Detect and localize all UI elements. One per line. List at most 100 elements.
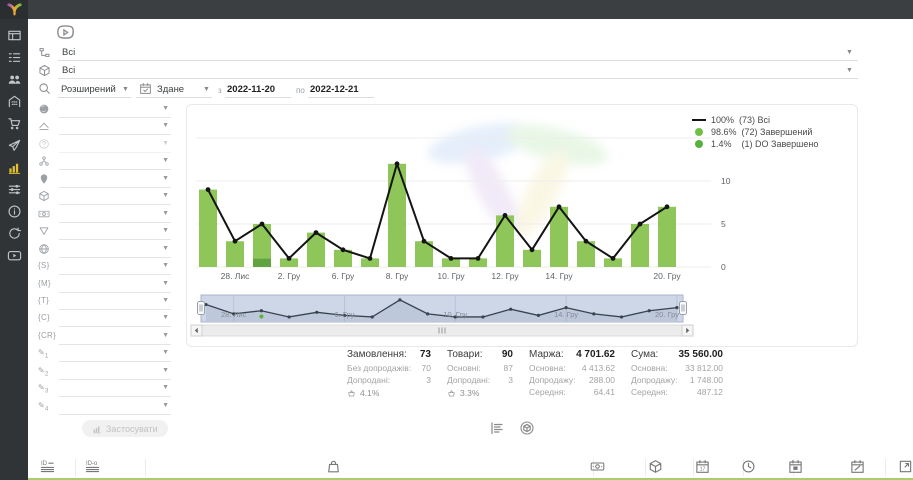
sidebar-item-settings[interactable] bbox=[0, 178, 28, 200]
date-type-select[interactable]: Здане bbox=[157, 84, 185, 95]
globe-icon bbox=[38, 243, 50, 255]
chevron-down-icon[interactable]: ▼ bbox=[162, 105, 169, 112]
sidebar-item-campaigns[interactable] bbox=[0, 134, 28, 156]
chevron-down-icon[interactable]: ▼ bbox=[162, 279, 169, 287]
apply-chart-icon bbox=[92, 424, 102, 434]
orders-view-toggle[interactable] bbox=[489, 420, 505, 436]
main-chart[interactable]: 28. Лис 2. Гру 6. Гру 8. Гру 10. Гру 12. Гру 1… bbox=[187, 105, 859, 353]
navigator-handle-right[interactable] bbox=[679, 301, 687, 315]
chevron-down-icon[interactable]: ▼ bbox=[162, 384, 169, 392]
date-to-input[interactable]: 2022-12-21 bbox=[310, 84, 359, 95]
apply-button[interactable]: Застосувати bbox=[82, 420, 168, 437]
play-badge-icon[interactable] bbox=[55, 22, 76, 43]
svg-text:ID-o: ID-o bbox=[86, 461, 98, 467]
svg-text:28. Лис: 28. Лис bbox=[221, 310, 247, 319]
stat-subrow: Допродані: 3 bbox=[447, 375, 513, 385]
col-edit-date-header[interactable] bbox=[850, 459, 865, 474]
col-time-header[interactable] bbox=[741, 459, 756, 474]
status-filter-underline bbox=[58, 60, 858, 61]
filter-row-0[interactable]: ▼ bbox=[38, 102, 178, 119]
status-filter-select[interactable]: Всі bbox=[62, 47, 76, 58]
banknote-icon bbox=[38, 208, 50, 220]
line-point bbox=[529, 247, 535, 253]
date-from-input[interactable]: 2022-11-20 bbox=[227, 84, 276, 95]
filter-row-14[interactable]: ✎1 ▼ bbox=[38, 346, 178, 363]
chevron-down-icon[interactable]: ▼ bbox=[162, 192, 169, 200]
app-logo[interactable] bbox=[0, 0, 28, 19]
filter-row-7[interactable]: ▼ bbox=[38, 224, 178, 241]
chevron-down-icon[interactable]: ▼ bbox=[162, 227, 169, 235]
filter-row-glyph: {S} bbox=[38, 261, 50, 271]
filter-row-10[interactable]: {M} ▼ bbox=[38, 277, 178, 294]
filter-underline bbox=[59, 169, 171, 171]
chevron-down-icon[interactable]: ▼ bbox=[162, 331, 169, 339]
col-products-header[interactable] bbox=[326, 459, 341, 474]
chevron-down-icon[interactable]: ▼ bbox=[162, 174, 169, 182]
box-icon bbox=[38, 190, 50, 202]
col-date-header[interactable]: 17 bbox=[695, 459, 710, 474]
line-point bbox=[259, 221, 265, 227]
filter-row-15[interactable]: ✎2 ▼ bbox=[38, 364, 178, 381]
chevron-down-icon[interactable]: ▼ bbox=[162, 349, 169, 357]
svg-text:2. Гру: 2. Гру bbox=[278, 271, 301, 281]
filter-row-12[interactable]: {C} ▼ bbox=[38, 311, 178, 328]
chevron-down-icon[interactable]: ▼ bbox=[162, 296, 169, 304]
legend-item-1[interactable]: 98.6% (72) Завершений bbox=[692, 127, 818, 137]
chevron-down-icon[interactable]: ▼ bbox=[162, 244, 169, 252]
products-view-toggle[interactable] bbox=[519, 420, 535, 436]
product-filter-select[interactable]: Всі bbox=[62, 65, 76, 76]
chevron-down-icon[interactable]: ▼ bbox=[122, 86, 129, 93]
chevron-down-icon[interactable]: ▼ bbox=[162, 122, 169, 130]
chevron-down-icon[interactable]: ▼ bbox=[162, 209, 169, 217]
chevron-down-icon[interactable]: ▼ bbox=[162, 401, 169, 409]
line-point bbox=[205, 187, 211, 192]
col-delivery-header[interactable] bbox=[788, 459, 803, 474]
navigator-handle-left[interactable] bbox=[197, 301, 205, 315]
col-id-header[interactable]: ID bbox=[40, 459, 55, 474]
chevron-down-icon[interactable]: ▼ bbox=[162, 157, 169, 165]
filter-row-2[interactable]: ▼ bbox=[38, 137, 178, 154]
scrollbar-right-button[interactable] bbox=[681, 324, 694, 337]
stat-column-1: Товари: 90 Основні: 87 Допродані: 3 3.3% bbox=[447, 349, 513, 399]
filter-row-4[interactable]: ▼ bbox=[38, 172, 178, 189]
filter-row-6[interactable]: ▼ bbox=[38, 207, 178, 224]
sidebar-item-customers[interactable] bbox=[0, 68, 28, 90]
scrollbar-grip[interactable] bbox=[438, 327, 446, 334]
sidebar-item-info[interactable] bbox=[0, 200, 28, 222]
date-to-underline bbox=[308, 97, 374, 98]
chevron-down-icon[interactable]: ▼ bbox=[846, 49, 853, 56]
filter-row-13[interactable]: {CR} ▼ bbox=[38, 329, 178, 346]
legend-item-0[interactable]: 100% (73) Всі bbox=[692, 115, 818, 125]
chevron-down-icon[interactable]: ▼ bbox=[846, 67, 853, 74]
chevron-down-icon[interactable]: ▼ bbox=[162, 262, 169, 270]
col-id-o-header[interactable]: ID-o bbox=[85, 459, 100, 474]
filter-row-3[interactable]: ▼ bbox=[38, 154, 178, 171]
sidebar-item-cart[interactable] bbox=[0, 112, 28, 134]
stat-subrow: Допродажу: 1 748.00 bbox=[631, 375, 723, 385]
sidebar-item-dashboard[interactable] bbox=[0, 24, 28, 46]
sidebar-item-sync[interactable] bbox=[0, 222, 28, 244]
filter-row-17[interactable]: ✎4 ▼ bbox=[38, 399, 178, 416]
sidebar-item-video[interactable] bbox=[0, 244, 28, 266]
filter-row-9[interactable]: {S} ▼ bbox=[38, 259, 178, 276]
col-open-header[interactable] bbox=[898, 459, 913, 474]
chevron-down-icon[interactable]: ▼ bbox=[162, 366, 169, 374]
filter-row-5[interactable]: ▼ bbox=[38, 189, 178, 206]
navigator-band[interactable] bbox=[200, 294, 684, 323]
col-package-header[interactable] bbox=[648, 459, 663, 474]
chevron-down-icon[interactable]: ▼ bbox=[162, 314, 169, 322]
sidebar-item-company[interactable] bbox=[0, 90, 28, 112]
col-money-header[interactable] bbox=[590, 459, 605, 474]
search-mode-select[interactable]: Розширений bbox=[61, 84, 116, 95]
sidebar-item-statistics[interactable] bbox=[0, 156, 28, 178]
sidebar-item-orders[interactable] bbox=[0, 46, 28, 68]
chevron-down-icon[interactable]: ▼ bbox=[203, 86, 210, 93]
sync-icon bbox=[7, 226, 22, 241]
legend-item-2[interactable]: 1.4% (1) DO Завершено bbox=[692, 139, 818, 149]
filter-row-11[interactable]: {T} ▼ bbox=[38, 294, 178, 311]
filter-row-1[interactable]: ▼ bbox=[38, 119, 178, 136]
filter-row-8[interactable]: ▼ bbox=[38, 242, 178, 259]
scrollbar-left-button[interactable] bbox=[190, 324, 203, 337]
filter-row-16[interactable]: ✎3 ▼ bbox=[38, 381, 178, 398]
chevron-down-icon[interactable]: ▼ bbox=[162, 139, 169, 147]
